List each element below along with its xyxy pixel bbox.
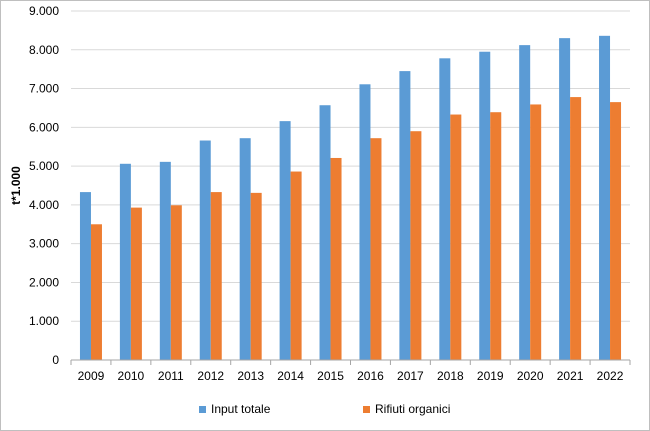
bar-rifiuti-organici-2009 bbox=[90, 224, 102, 360]
bar-rifiuti-organici-2010 bbox=[130, 207, 142, 360]
bar-rifiuti-organici-2020 bbox=[530, 104, 542, 361]
y-tick-label: 2.000 bbox=[29, 275, 59, 289]
y-tick-label: 8.000 bbox=[29, 43, 59, 57]
bar-rifiuti-organici-2017 bbox=[410, 131, 422, 360]
x-tick-label: 2014 bbox=[277, 369, 304, 383]
y-tick-label: 6.000 bbox=[29, 120, 59, 134]
legend-label: Rifiuti organici bbox=[375, 402, 450, 416]
y-tick-label: 9.000 bbox=[29, 4, 59, 18]
bar-input-totale-2020 bbox=[519, 45, 531, 360]
x-tick-label: 2019 bbox=[477, 369, 504, 383]
x-tick-label: 2010 bbox=[118, 369, 145, 383]
bars bbox=[79, 35, 622, 361]
x-tick-label: 2011 bbox=[158, 369, 184, 383]
bar-rifiuti-organici-2018 bbox=[450, 114, 462, 360]
bar-input-totale-2015 bbox=[319, 105, 331, 360]
bar-input-totale-2018 bbox=[439, 58, 451, 360]
y-axis-label: t*1.000 bbox=[9, 166, 23, 205]
bar-rifiuti-organici-2021 bbox=[570, 97, 582, 360]
y-tick-label: 4.000 bbox=[29, 198, 59, 212]
x-tick-label: 2016 bbox=[357, 369, 384, 383]
y-tick-label: 3.000 bbox=[29, 237, 59, 251]
x-tick-label: 2022 bbox=[597, 369, 624, 383]
bar-rifiuti-organici-2013 bbox=[250, 192, 262, 360]
bar-input-totale-2019 bbox=[479, 51, 491, 360]
x-tick-label: 2018 bbox=[437, 369, 464, 383]
y-axis-ticks: 0 1.000 2.000 3.000 4.000 5.000 6.000 7.000 8.00… bbox=[29, 4, 59, 367]
x-tick-label: 2015 bbox=[317, 369, 344, 383]
x-tick-label: 2021 bbox=[557, 369, 584, 383]
bar-rifiuti-organici-2019 bbox=[490, 112, 502, 361]
x-axis-ticks: 2009 2010 2011 2012 2013 2014 2015 2016 2017 2018… bbox=[78, 369, 624, 383]
bar-input-totale-2009 bbox=[79, 192, 91, 360]
bar-rifiuti-organici-2012 bbox=[210, 192, 222, 360]
x-axis bbox=[70, 359, 631, 365]
legend-swatch bbox=[363, 406, 370, 413]
bar-input-totale-2022 bbox=[599, 35, 611, 360]
bar-input-totale-2014 bbox=[279, 121, 291, 360]
x-tick-label: 2012 bbox=[197, 369, 224, 383]
bar-input-totale-2012 bbox=[199, 140, 211, 360]
bar-rifiuti-organici-2011 bbox=[170, 205, 182, 360]
bar-input-totale-2017 bbox=[399, 71, 411, 360]
bar-input-totale-2013 bbox=[239, 138, 251, 360]
bar-input-totale-2010 bbox=[119, 163, 131, 360]
gridlines bbox=[71, 10, 630, 322]
y-tick-label: 1.000 bbox=[29, 314, 59, 328]
y-tick-label: 7.000 bbox=[29, 82, 59, 96]
bar-rifiuti-organici-2015 bbox=[330, 157, 342, 360]
x-tick-label: 2020 bbox=[517, 369, 544, 383]
x-tick-label: 2013 bbox=[237, 369, 264, 383]
bar-input-totale-2021 bbox=[559, 38, 571, 361]
x-tick-label: 2017 bbox=[397, 369, 424, 383]
bar-rifiuti-organici-2022 bbox=[610, 102, 622, 360]
legend-label: Input totale bbox=[211, 402, 271, 416]
bar-rifiuti-organici-2014 bbox=[290, 171, 302, 360]
legend-swatch bbox=[199, 406, 206, 413]
y-tick-label: 5.000 bbox=[29, 159, 59, 173]
bar-input-totale-2011 bbox=[159, 161, 171, 360]
x-tick-label: 2009 bbox=[78, 369, 105, 383]
y-tick-label: 0 bbox=[52, 353, 59, 367]
bar-input-totale-2016 bbox=[359, 84, 371, 360]
bar-rifiuti-organici-2016 bbox=[370, 138, 382, 360]
legend: Input totale Rifiuti organici bbox=[199, 402, 450, 416]
